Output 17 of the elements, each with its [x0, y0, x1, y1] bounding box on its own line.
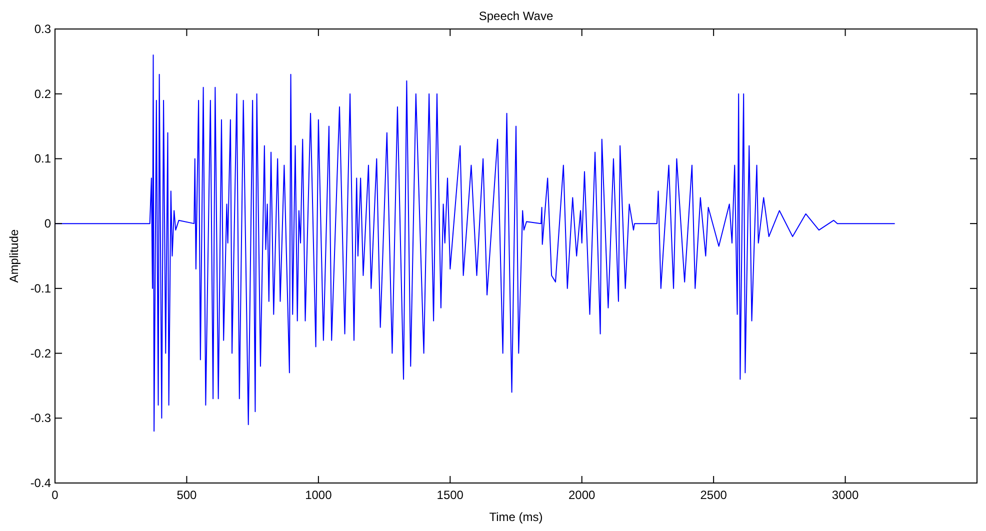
y-tick-label: -0.3	[30, 411, 52, 426]
y-tick-label: 0.3	[34, 22, 52, 36]
x-tick-label: 1500	[436, 488, 464, 502]
y-axis-title: Amplitude	[7, 229, 21, 283]
y-tick-label: -0.2	[30, 346, 52, 360]
y-tick-label: 0	[44, 216, 52, 231]
x-tick-label: 2500	[700, 488, 728, 502]
x-axis-title: Time (ms)	[489, 510, 543, 524]
y-tick-label: 0.2	[34, 86, 52, 101]
y-tick-label: -0.4	[30, 476, 52, 490]
x-tick-label: 1000	[305, 488, 332, 502]
y-tick-label: -0.1	[30, 281, 52, 296]
x-tick-label: 3000	[832, 488, 859, 502]
x-tick-label: 2000	[568, 488, 596, 502]
y-tick-label: 0.1	[34, 152, 52, 166]
chart-title: Speech Wave	[478, 9, 554, 23]
x-tick-label: 500	[176, 488, 198, 502]
